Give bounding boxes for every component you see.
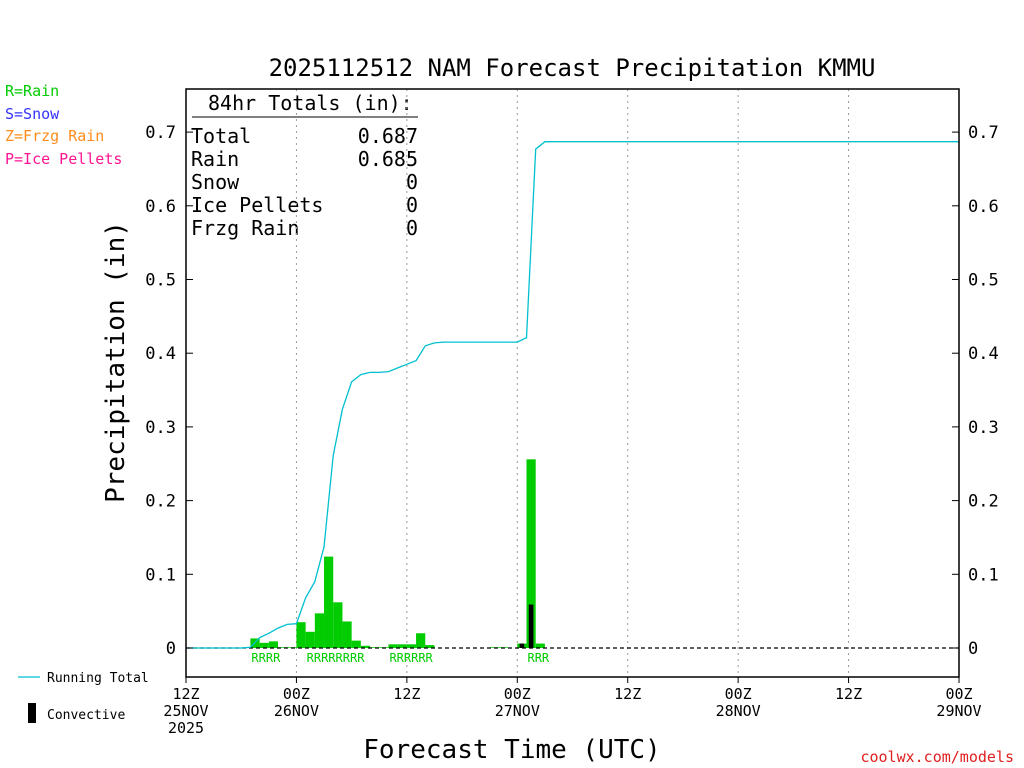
chart-title: 2025112512 NAM Forecast Precipitation KM…: [269, 54, 876, 82]
totals-value: 0: [406, 193, 418, 217]
x-tick-label: 00Z: [725, 685, 752, 703]
x-tick-label: 12Z: [614, 685, 641, 703]
legend-running-total: Running Total: [47, 671, 149, 686]
rain-bar: [370, 647, 380, 648]
precip-type-label: RRRRRRRR: [307, 651, 366, 665]
totals-value: 0.687: [358, 124, 418, 148]
rain-bar: [259, 642, 269, 648]
rain-bar: [305, 631, 315, 648]
y-tick-label-right: 0.6: [968, 197, 999, 217]
totals-value: 0.685: [358, 147, 418, 171]
convective-bar: [519, 643, 525, 648]
y-tick-label-right: 0.5: [968, 271, 999, 291]
totals-label: Rain: [191, 147, 239, 171]
legend-frzg-rain: Z=Frzg Rain: [5, 127, 104, 145]
x-tick-label: 12Z: [172, 685, 199, 703]
precip-type-label: RRRR: [251, 651, 281, 665]
precip-type-label: RRRRRR: [389, 651, 433, 665]
y-axis-label: Precipitation (in): [101, 221, 131, 503]
rain-bar: [278, 647, 288, 648]
precip-type-label: RRR: [527, 651, 549, 665]
rain-bar: [526, 459, 536, 648]
x-axis-label: Forecast Time (UTC): [363, 735, 660, 765]
source-credit: coolwx.com/models: [860, 748, 1014, 766]
x-tick-label: 12Z: [393, 685, 420, 703]
x-tick-label: 12Z: [835, 685, 862, 703]
rain-bar: [535, 643, 545, 648]
rain-bar: [388, 644, 398, 648]
grid-lines: [295, 89, 850, 677]
totals-value: 0: [406, 170, 418, 194]
y-tick-label-right: 0.3: [968, 418, 999, 438]
x-tick-label: 00Z: [283, 685, 310, 703]
x-tick-label: 29NOV: [936, 702, 981, 720]
rain-bar: [324, 556, 334, 648]
y-tick-label-left: 0.6: [145, 197, 176, 217]
y-tick-label-right: 0: [968, 639, 978, 659]
y-tick-label-left: 0.3: [145, 418, 176, 438]
convective-bar: [528, 604, 534, 648]
rain-bar: [342, 621, 352, 648]
rain-bar: [333, 602, 343, 648]
x-tick-label: 27NOV: [495, 702, 540, 720]
totals-value: 0: [406, 216, 418, 240]
y-axis-ticks: 0 00.1 0.10.2 0.20.3 0.30.4 0.40.5 0.50.6 0.60.…: [145, 123, 998, 659]
rain-bar: [351, 640, 361, 648]
rain-bar: [397, 644, 407, 648]
y-tick-label-right: 0.7: [968, 123, 999, 143]
plot-frame: [185, 88, 960, 678]
x-tick-label: 25NOV: [163, 702, 208, 720]
y-tick-label-left: 0: [166, 639, 176, 659]
rain-bars: [250, 459, 545, 648]
y-tick-label-left: 0.2: [145, 492, 176, 512]
totals-label: Snow: [191, 170, 240, 194]
x-tick-label: 26NOV: [274, 702, 319, 720]
totals-label: Frzg Rain: [191, 216, 299, 240]
x-tick-label: 2025: [168, 719, 204, 737]
convective-bars: [519, 604, 534, 648]
x-tick-label: 00Z: [504, 685, 531, 703]
y-tick-label-right: 0.1: [968, 565, 999, 585]
y-tick-label-left: 0.4: [145, 344, 176, 364]
legend-ice-pellets: P=Ice Pellets: [5, 150, 122, 168]
x-tick-label: 28NOV: [716, 702, 761, 720]
totals-label: Total: [191, 124, 251, 148]
totals-table: Total 0.687 Rain 0.685 Snow 0 Ice Pellets 0 Frzg…: [191, 124, 418, 240]
legend-convective: Convective: [47, 708, 125, 723]
rain-bar: [296, 622, 306, 648]
rain-bar: [360, 645, 371, 648]
y-tick-label-right: 0.4: [968, 344, 999, 364]
rain-bar: [314, 613, 325, 648]
totals-label: Ice Pellets: [191, 193, 323, 217]
y-tick-label-left: 0.1: [145, 565, 176, 585]
totals-heading: 84hr Totals (in):: [208, 91, 413, 115]
rain-bar: [406, 644, 417, 648]
x-tick-label: 00Z: [945, 685, 972, 703]
precip-type-labels: RRRR RRRRRRRR RRRRRR RRR: [251, 651, 550, 665]
running-total-line: [186, 141, 959, 649]
rain-bar: [268, 641, 279, 648]
legend-rain: R=Rain: [5, 82, 59, 100]
y-tick-label-left: 0.7: [145, 123, 176, 143]
rain-bar: [425, 645, 435, 648]
rain-bar: [416, 633, 426, 648]
y-tick-label-left: 0.5: [145, 271, 176, 291]
convective-legend-swatch: [28, 703, 36, 723]
legend-snow: S=Snow: [5, 105, 60, 123]
y-tick-label-right: 0.2: [968, 492, 999, 512]
